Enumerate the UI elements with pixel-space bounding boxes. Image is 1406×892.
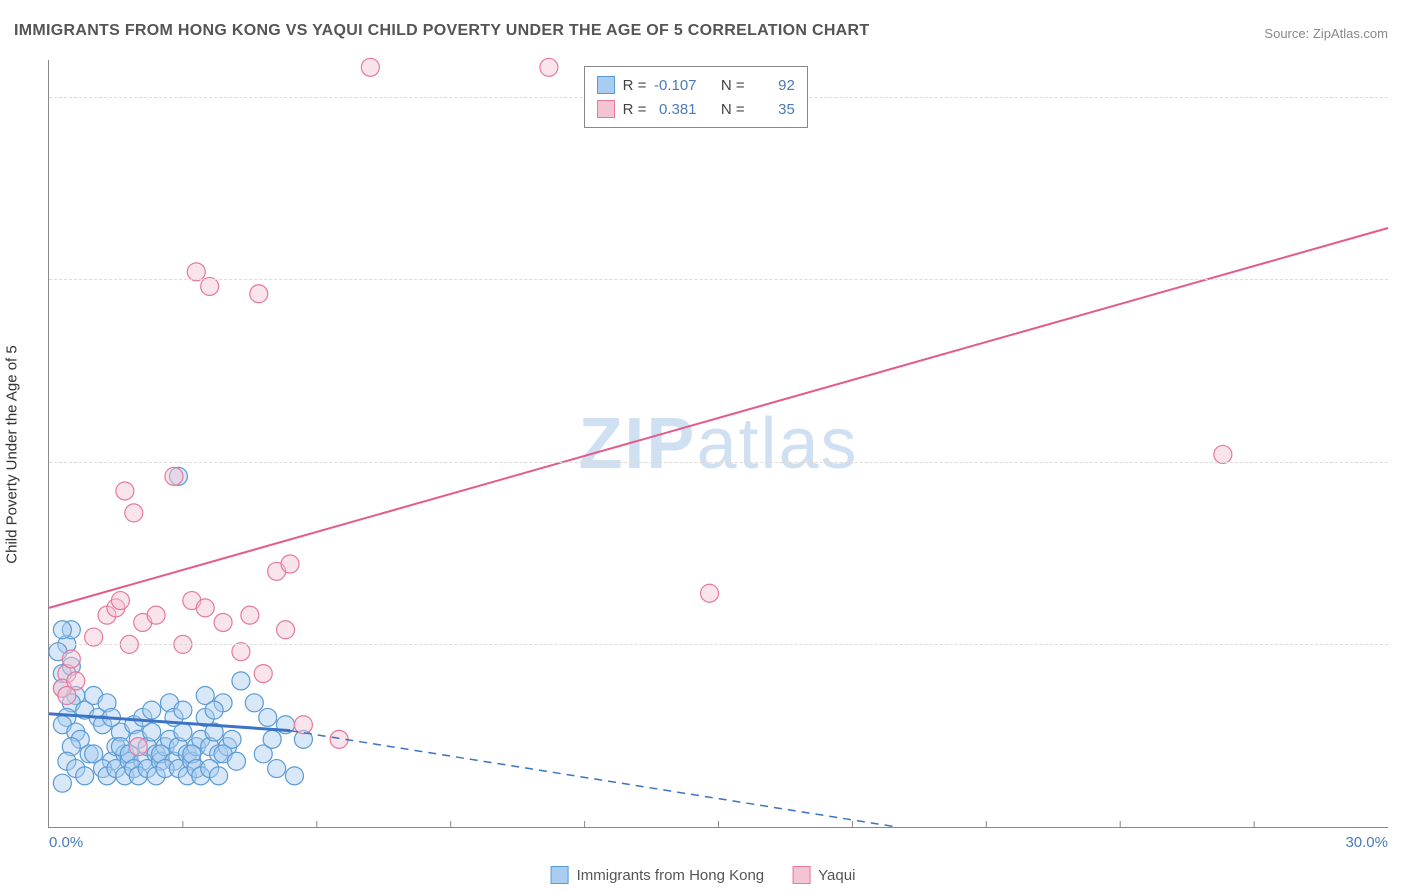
scatter-point-yaqui bbox=[129, 738, 147, 756]
plot-area: ZIPatlas 25.0%50.0%75.0%100.0%0.0%30.0% bbox=[48, 60, 1388, 828]
gridline-h bbox=[49, 279, 1388, 280]
legend-stats-row-hk: R = -0.107 N = 92 bbox=[597, 73, 795, 97]
legend-label-yaqui: Yaqui bbox=[818, 867, 855, 884]
chart-title: IMMIGRANTS FROM HONG KONG VS YAQUI CHILD… bbox=[14, 22, 869, 40]
r-value: -0.107 bbox=[651, 77, 697, 94]
scatter-point-yaqui bbox=[214, 613, 232, 631]
n-value: 35 bbox=[749, 101, 795, 118]
legend-swatch-yaqui bbox=[597, 100, 615, 118]
scatter-point-yaqui bbox=[540, 58, 558, 76]
scatter-point-hk bbox=[285, 767, 303, 785]
scatter-point-hk bbox=[143, 701, 161, 719]
regression-dash-hk bbox=[290, 731, 897, 827]
scatter-point-hk bbox=[268, 760, 286, 778]
chart-svg bbox=[49, 60, 1388, 827]
source-value: ZipAtlas.com bbox=[1313, 26, 1388, 41]
scatter-point-hk bbox=[76, 767, 94, 785]
legend-item-yaqui: Yaqui bbox=[792, 866, 855, 884]
scatter-point-yaqui bbox=[254, 665, 272, 683]
scatter-point-hk bbox=[227, 752, 245, 770]
scatter-point-hk bbox=[232, 672, 250, 690]
scatter-point-yaqui bbox=[361, 58, 379, 76]
source-label: Source: bbox=[1264, 26, 1309, 41]
scatter-point-yaqui bbox=[196, 599, 214, 617]
legend-swatch-hk bbox=[551, 866, 569, 884]
scatter-point-yaqui bbox=[281, 555, 299, 573]
regression-line-yaqui bbox=[49, 228, 1388, 608]
y-axis-label: Child Poverty Under the Age of 5 bbox=[4, 345, 21, 563]
scatter-point-yaqui bbox=[58, 687, 76, 705]
x-tick-label: 0.0% bbox=[49, 834, 83, 851]
scatter-point-hk bbox=[205, 701, 223, 719]
scatter-point-yaqui bbox=[201, 277, 219, 295]
legend-swatch-yaqui bbox=[792, 866, 810, 884]
r-label: R = 0.381 bbox=[623, 101, 697, 118]
scatter-point-yaqui bbox=[250, 285, 268, 303]
scatter-point-hk bbox=[210, 767, 228, 785]
scatter-point-hk bbox=[259, 708, 277, 726]
r-label: R = -0.107 bbox=[623, 77, 697, 94]
scatter-point-hk bbox=[53, 621, 71, 639]
scatter-point-yaqui bbox=[62, 650, 80, 668]
gridline-h bbox=[49, 462, 1388, 463]
scatter-point-yaqui bbox=[116, 482, 134, 500]
n-label: N = 35 bbox=[721, 101, 795, 118]
n-value: 92 bbox=[749, 77, 795, 94]
scatter-point-hk bbox=[174, 701, 192, 719]
legend-swatch-hk bbox=[597, 76, 615, 94]
legend-label-hk: Immigrants from Hong Kong bbox=[577, 867, 765, 884]
legend-stats-row-yaqui: R = 0.381 N = 35 bbox=[597, 97, 795, 121]
scatter-point-yaqui bbox=[85, 628, 103, 646]
scatter-point-yaqui bbox=[125, 504, 143, 522]
legend-stats-box: R = -0.107 N = 92R = 0.381 N = 35 bbox=[584, 66, 808, 128]
scatter-point-yaqui bbox=[165, 467, 183, 485]
gridline-h bbox=[49, 644, 1388, 645]
scatter-point-hk bbox=[245, 694, 263, 712]
scatter-point-yaqui bbox=[241, 606, 259, 624]
source-attribution: Source: ZipAtlas.com bbox=[1264, 26, 1388, 41]
scatter-point-yaqui bbox=[111, 592, 129, 610]
x-tick-label: 30.0% bbox=[1345, 834, 1388, 851]
legend-bottom: Immigrants from Hong Kong Yaqui bbox=[551, 866, 856, 884]
scatter-point-yaqui bbox=[187, 263, 205, 281]
scatter-point-yaqui bbox=[1214, 445, 1232, 463]
scatter-point-hk bbox=[53, 774, 71, 792]
scatter-point-hk bbox=[263, 730, 281, 748]
r-value: 0.381 bbox=[651, 101, 697, 118]
n-label: N = 92 bbox=[721, 77, 795, 94]
scatter-point-yaqui bbox=[232, 643, 250, 661]
scatter-point-yaqui bbox=[277, 621, 295, 639]
legend-item-hk: Immigrants from Hong Kong bbox=[551, 866, 765, 884]
scatter-point-yaqui bbox=[147, 606, 165, 624]
scatter-point-yaqui bbox=[701, 584, 719, 602]
